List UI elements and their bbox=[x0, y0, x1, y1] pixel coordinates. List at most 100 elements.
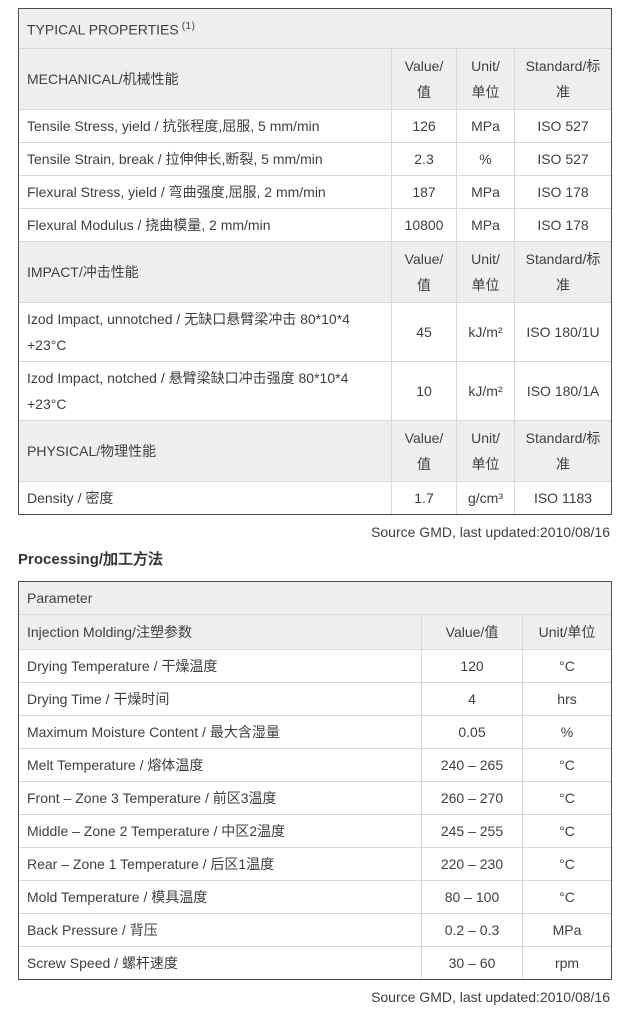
value-cell: 10 bbox=[391, 360, 456, 420]
standard-cell: ISO 527 bbox=[514, 108, 612, 142]
source-note-processing: Source GMD, last updated:2010/08/16 bbox=[371, 988, 610, 1005]
value-cell: 126 bbox=[391, 108, 456, 142]
unit-cell: kJ/m² bbox=[456, 360, 514, 420]
column-header-standard: Standard/标准 bbox=[514, 419, 612, 481]
property-cell: Screw Speed / 螺杆速度 bbox=[19, 945, 421, 979]
typical-properties-table: TYPICAL PROPERTIES (1) MECHANICAL/机械性能 Valu… bbox=[18, 8, 613, 515]
table-row: Back Pressure / 背压 0.2 – 0.3 MPa bbox=[19, 912, 612, 946]
value-cell: 220 – 230 bbox=[421, 846, 522, 880]
table-row: Flexural Stress, yield / 弯曲强度,屈服, 2 mm/m… bbox=[19, 174, 612, 208]
table-row: Izod Impact, unnotched / 无缺口悬臂梁冲击 80*10*… bbox=[19, 301, 612, 361]
property-cell: Rear – Zone 1 Temperature / 后区1温度 bbox=[19, 846, 421, 880]
table-title-superscript: (1) bbox=[181, 21, 196, 32]
property-cell: Front – Zone 3 Temperature / 前区3温度 bbox=[19, 780, 421, 814]
table-row: Tensile Stress, yield / 抗张程度,屈服, 5 mm/mi… bbox=[19, 108, 612, 142]
value-cell: 10800 bbox=[391, 207, 456, 241]
standard-cell: ISO 180/1U bbox=[514, 301, 612, 361]
source-note-typical: Source GMD, last updated:2010/08/16 bbox=[371, 523, 610, 540]
property-cell: Flexural Modulus / 挠曲模量, 2 mm/min bbox=[19, 207, 391, 241]
unit-cell: MPa bbox=[456, 108, 514, 142]
processing-table: Parameter Injection Molding/注塑参数 Value/值 Un… bbox=[18, 580, 613, 980]
property-cell: Back Pressure / 背压 bbox=[19, 912, 421, 946]
table-row: Mold Temperature / 模具温度 80 – 100 °C bbox=[19, 879, 612, 913]
table-row: Melt Temperature / 熔体温度 240 – 265 °C bbox=[19, 747, 612, 781]
unit-cell: °C bbox=[522, 846, 612, 880]
column-header-standard: Standard/标准 bbox=[514, 47, 612, 109]
column-header-unit: Unit/单位 bbox=[456, 419, 514, 481]
table-row: Izod Impact, notched / 悬臂梁缺口冲击强度 80*10*4… bbox=[19, 360, 612, 420]
unit-cell: % bbox=[456, 141, 514, 175]
table-row: Rear – Zone 1 Temperature / 后区1温度 220 – 2… bbox=[19, 846, 612, 880]
unit-cell: % bbox=[522, 714, 612, 748]
table-row: Drying Temperature / 干燥温度 120 °C bbox=[19, 648, 612, 682]
column-header-standard: Standard/标准 bbox=[514, 240, 612, 302]
column-header-unit: Unit/单位 bbox=[456, 240, 514, 302]
column-header-value: Value/值 bbox=[391, 240, 456, 302]
value-cell: 120 bbox=[421, 648, 522, 682]
value-cell: 240 – 265 bbox=[421, 747, 522, 781]
section-header-row: MECHANICAL/机械性能 Value/值 Unit/单位 Standard/标准 bbox=[19, 47, 612, 109]
column-header-value: Value/值 bbox=[391, 419, 456, 481]
column-header-value: Value/值 bbox=[391, 47, 456, 109]
parameter-title-cell: Parameter bbox=[19, 581, 612, 614]
unit-cell: °C bbox=[522, 648, 612, 682]
unit-cell: MPa bbox=[522, 912, 612, 946]
section-label: IMPACT/冲击性能 bbox=[19, 240, 391, 302]
property-cell: Maximum Moisture Content / 最大含湿量 bbox=[19, 714, 421, 748]
table-row: Flexural Modulus / 挠曲模量, 2 mm/min 10800 MP… bbox=[19, 207, 612, 241]
property-cell: Density / 密度 bbox=[19, 480, 391, 514]
value-cell: 80 – 100 bbox=[421, 879, 522, 913]
standard-cell: ISO 527 bbox=[514, 141, 612, 175]
processing-heading: Processing/加工方法 bbox=[18, 550, 164, 568]
property-cell: Drying Temperature / 干燥温度 bbox=[19, 648, 421, 682]
table-row: Density / 密度 1.7 g/cm³ ISO 1183 bbox=[19, 480, 612, 514]
table-row: Front – Zone 3 Temperature / 前区3温度 260 – … bbox=[19, 780, 612, 814]
unit-cell: °C bbox=[522, 879, 612, 913]
value-cell: 0.2 – 0.3 bbox=[421, 912, 522, 946]
property-cell: Tensile Stress, yield / 抗张程度,屈服, 5 mm/mi… bbox=[19, 108, 391, 142]
value-cell: 45 bbox=[391, 301, 456, 361]
standard-cell: ISO 1183 bbox=[514, 480, 612, 514]
unit-cell: °C bbox=[522, 813, 612, 847]
table-title-text: TYPICAL PROPERTIES bbox=[27, 21, 179, 38]
value-cell: 2.3 bbox=[391, 141, 456, 175]
unit-cell: MPa bbox=[456, 174, 514, 208]
standard-cell: ISO 178 bbox=[514, 174, 612, 208]
column-header-value: Value/值 bbox=[421, 613, 522, 649]
value-cell: 1.7 bbox=[391, 480, 456, 514]
table-row: Screw Speed / 螺杆速度 30 – 60 rpm bbox=[19, 945, 612, 979]
property-cell: Flexural Stress, yield / 弯曲强度,屈服, 2 mm/m… bbox=[19, 174, 391, 208]
column-header-unit: Unit/单位 bbox=[522, 613, 612, 649]
property-cell: Izod Impact, notched / 悬臂梁缺口冲击强度 80*10*4… bbox=[19, 360, 391, 420]
property-cell: Drying Time / 干燥时间 bbox=[19, 681, 421, 715]
table-row: Middle – Zone 2 Temperature / 中区2温度 245 –… bbox=[19, 813, 612, 847]
typical-properties-body: TYPICAL PROPERTIES (1) MECHANICAL/机械性能 Valu… bbox=[19, 9, 612, 514]
property-cell: Middle – Zone 2 Temperature / 中区2温度 bbox=[19, 813, 421, 847]
table-title-row: TYPICAL PROPERTIES (1) bbox=[19, 9, 612, 48]
table-row: Drying Time / 干燥时间 4 hrs bbox=[19, 681, 612, 715]
parameter-title-row: Parameter bbox=[19, 581, 612, 614]
unit-cell: rpm bbox=[522, 945, 612, 979]
column-header-unit: Unit/单位 bbox=[456, 47, 514, 109]
table-title-cell: TYPICAL PROPERTIES (1) bbox=[19, 9, 612, 48]
unit-cell: MPa bbox=[456, 207, 514, 241]
table-row: Maximum Moisture Content / 最大含湿量 0.05% bbox=[19, 714, 612, 748]
section-label: Injection Molding/注塑参数 bbox=[19, 613, 421, 649]
property-cell: Mold Temperature / 模具温度 bbox=[19, 879, 421, 913]
value-cell: 260 – 270 bbox=[421, 780, 522, 814]
standard-cell: ISO 178 bbox=[514, 207, 612, 241]
unit-cell: °C bbox=[522, 747, 612, 781]
section-header-row: Injection Molding/注塑参数 Value/值 Unit/单位 bbox=[19, 613, 612, 649]
value-cell: 0.05 bbox=[421, 714, 522, 748]
property-cell: Melt Temperature / 熔体温度 bbox=[19, 747, 421, 781]
processing-body: Parameter Injection Molding/注塑参数 Value/值 Un… bbox=[19, 581, 612, 979]
section-label: MECHANICAL/机械性能 bbox=[19, 47, 391, 109]
value-cell: 30 – 60 bbox=[421, 945, 522, 979]
unit-cell: °C bbox=[522, 780, 612, 814]
unit-cell: kJ/m² bbox=[456, 301, 514, 361]
section-header-row: IMPACT/冲击性能 Value/值 Unit/单位 Standard/标准 bbox=[19, 240, 612, 302]
unit-cell: hrs bbox=[522, 681, 612, 715]
standard-cell: ISO 180/1A bbox=[514, 360, 612, 420]
value-cell: 187 bbox=[391, 174, 456, 208]
